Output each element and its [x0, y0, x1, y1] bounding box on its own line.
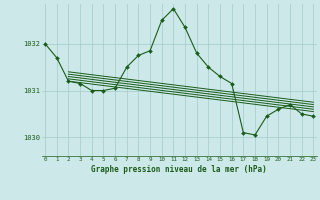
X-axis label: Graphe pression niveau de la mer (hPa): Graphe pression niveau de la mer (hPa)	[91, 165, 267, 174]
